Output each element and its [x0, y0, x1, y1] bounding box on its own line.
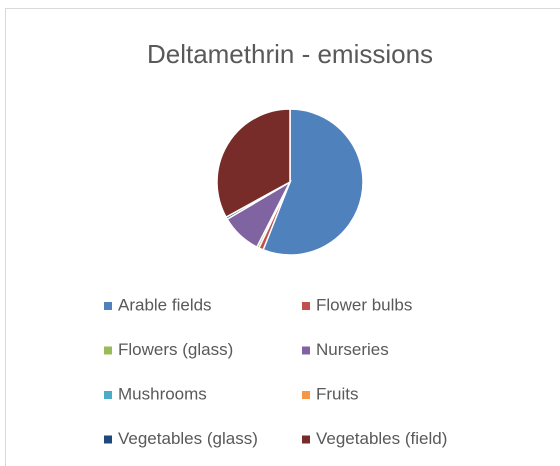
legend-swatch: [104, 302, 112, 310]
legend-swatch: [302, 435, 310, 444]
pie-slice: [216, 108, 291, 219]
legend-swatch: [104, 346, 112, 355]
legend-label: Flower bulbs: [316, 295, 412, 314]
legend-label: Fruits: [316, 384, 359, 403]
pie-slice: [262, 108, 364, 256]
legend-swatch: [104, 391, 112, 399]
legend-label: Nurseries: [316, 340, 389, 359]
legend-label: Vegetables (glass): [118, 429, 258, 448]
legend-label: Arable fields: [118, 295, 212, 314]
legend-label: Vegetables (field): [316, 429, 447, 448]
legend-label: Mushrooms: [118, 384, 207, 403]
legend-swatch: [302, 346, 310, 355]
legend-label: Flowers (glass): [118, 340, 233, 359]
legend-swatch: [104, 435, 112, 444]
chart-title: Deltamethrin - emissions: [147, 39, 433, 69]
legend-swatch: [302, 391, 310, 399]
legend-swatch: [302, 302, 310, 310]
